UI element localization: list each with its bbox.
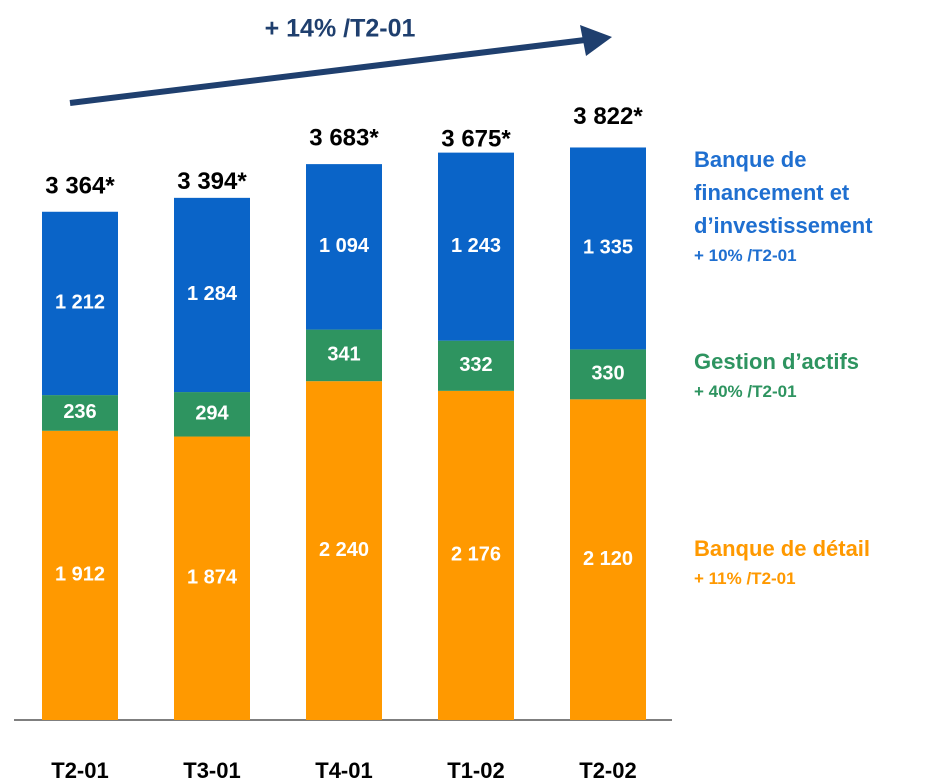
- legend-note: + 11% /T2-01: [694, 569, 796, 588]
- trend-arrow: [69, 37, 586, 106]
- bar-segment: [174, 436, 250, 720]
- data-label: 1 212: [55, 292, 105, 314]
- x-tick-label: T2-01: [51, 758, 108, 783]
- legend-name: Banque de financement et d’investissemen…: [694, 147, 873, 238]
- data-label: 1 284: [187, 283, 238, 305]
- bar-segment: [438, 152, 514, 341]
- annotation: + 14% /T2-01: [265, 15, 416, 43]
- total-label: 3 364*: [45, 173, 115, 200]
- x-tick-label: T1-02: [447, 758, 504, 783]
- bar-segment: [306, 381, 382, 720]
- legend-name: Gestion d’actifs: [694, 349, 860, 374]
- bar-segment: [570, 349, 646, 400]
- bar-segment: [570, 399, 646, 720]
- bar-segment: [306, 329, 382, 382]
- bar-segment: [438, 390, 514, 720]
- bar-segment: [306, 164, 382, 330]
- arrow-head: [580, 25, 612, 56]
- data-label: 1 243: [451, 235, 501, 257]
- bar-segment: [438, 340, 514, 391]
- bar-segment: [570, 147, 646, 350]
- legend-name: Banque de détail: [694, 536, 871, 561]
- x-tick-label: T3-01: [183, 758, 240, 783]
- data-label: 330: [591, 363, 624, 385]
- total-label: 3 683*: [309, 124, 379, 151]
- legend-note: + 40% /T2-01: [694, 382, 797, 401]
- bar-segment: [42, 211, 118, 396]
- total-label: 3 394*: [177, 168, 247, 195]
- total-label: 3 822*: [573, 103, 643, 130]
- x-tick-label: T4-01: [315, 758, 372, 783]
- data-label: 236: [63, 401, 96, 423]
- data-label: 1 874: [187, 567, 238, 589]
- data-label: 1 094: [319, 235, 370, 257]
- data-label: 2 120: [583, 548, 633, 570]
- bar-segment: [174, 392, 250, 437]
- data-label: 332: [459, 354, 492, 376]
- data-label: 1 912: [55, 564, 105, 586]
- data-label: 341: [327, 344, 360, 366]
- bar-segment: [174, 197, 250, 393]
- legend-entry: Banque de détail + 11% /T2-01: [694, 532, 930, 589]
- data-label: 2 176: [451, 544, 501, 566]
- bar-segment: [42, 430, 118, 720]
- legend-entry: Banque de financement et d’investissemen…: [694, 143, 930, 266]
- total-label: 3 675*: [441, 125, 511, 152]
- legend-entry: Gestion d’actifs + 40% /T2-01: [694, 345, 930, 402]
- x-tick-label: T2-02: [579, 758, 636, 783]
- bar-segment: [42, 395, 118, 431]
- legend-note: + 10% /T2-01: [694, 246, 797, 265]
- data-label: 2 240: [319, 539, 369, 561]
- data-label: 294: [195, 403, 229, 425]
- data-label: 1 335: [583, 237, 633, 259]
